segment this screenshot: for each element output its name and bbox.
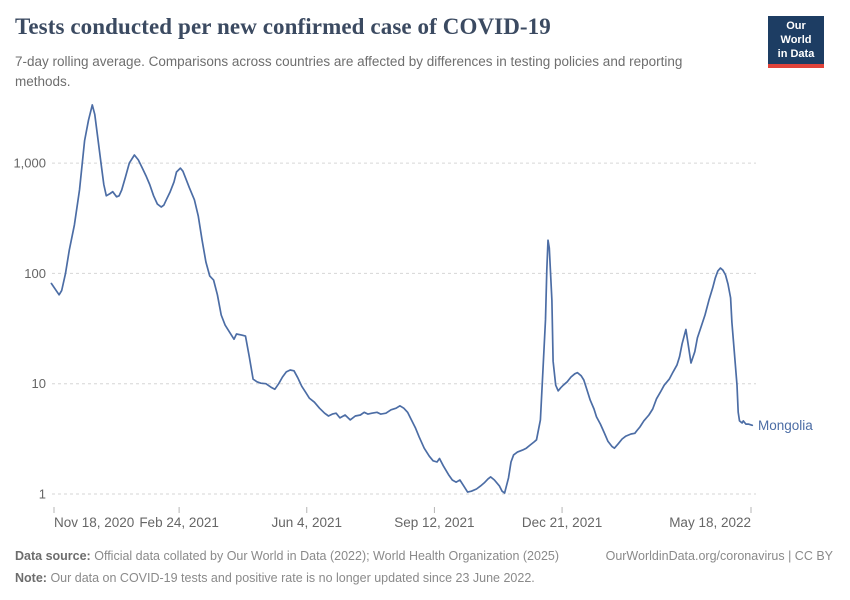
owid-logo[interactable]: Our World in Data <box>768 16 824 69</box>
x-axis-label: Dec 21, 2021 <box>522 515 602 530</box>
datasource-label: Data source: <box>15 549 91 563</box>
x-axis-label: Jun 4, 2021 <box>271 515 342 530</box>
logo-text-line2: in Data <box>777 47 815 60</box>
page-title: Tests conducted per new confirmed case o… <box>15 14 551 39</box>
owid-coronavirus-link[interactable]: OurWorldinData.org/coronavirus | CC BY <box>605 549 833 563</box>
y-axis-label: 1 <box>39 487 46 502</box>
x-axis-label: Nov 18, 2020 <box>54 515 134 530</box>
y-axis-label: 100 <box>24 266 46 281</box>
series-line-mongolia[interactable] <box>50 104 754 494</box>
chart-footer: Data source: Official data collated by O… <box>15 546 833 590</box>
note-label: Note: <box>15 570 47 585</box>
note-text: Our data on COVID-19 tests and positive … <box>50 570 535 585</box>
logo-text-line1: Our World <box>780 20 812 46</box>
footer-row-note: Note: Our data on COVID-19 tests and pos… <box>15 568 833 590</box>
x-axis-label: Sep 12, 2021 <box>394 515 474 530</box>
chart-subtitle: 7-day rolling average. Comparisons acros… <box>15 54 683 90</box>
datasource-text: Data source: Official data collated by O… <box>15 549 560 563</box>
x-axis-label: May 18, 2022 <box>669 515 751 530</box>
series-label-mongolia[interactable]: Mongolia <box>758 418 813 433</box>
x-axis-label: Feb 24, 2021 <box>139 515 219 530</box>
y-axis-label: 10 <box>32 376 46 391</box>
y-axis-label: 1,000 <box>13 156 46 171</box>
footer-row-datasource: Data source: Official data collated by O… <box>15 546 833 568</box>
